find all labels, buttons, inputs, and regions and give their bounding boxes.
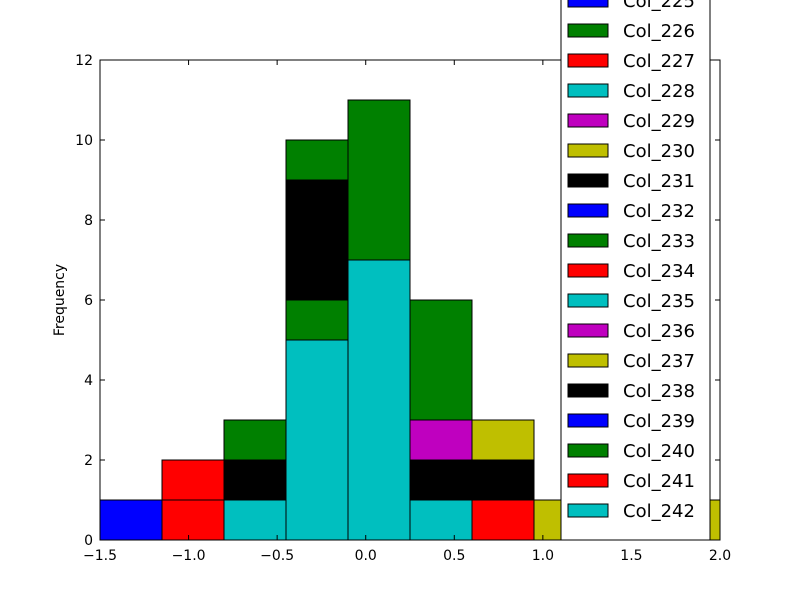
legend-swatch [567,0,609,8]
legend-swatch [567,383,609,398]
legend-swatch [567,173,609,188]
y-tick-label: 4 [84,373,93,389]
bar-bin-2-5 [223,499,287,541]
legend-swatch [567,263,609,278]
legend-label: Col_226 [623,21,695,42]
legend-swatch [567,83,609,98]
legend: Col_225 Col_226 Col_227 Col_228 Col_229 Col_2… [560,0,711,541]
legend-label: Col_240 [623,441,695,462]
bar-bin-0-0 [99,499,163,541]
x-tick-label: 0.5 [443,548,465,564]
y-tick-label: 6 [84,293,93,309]
x-tick-label: 1.0 [532,548,554,564]
legend-label: Col_239 [623,411,695,432]
legend-label: Col_230 [623,141,695,162]
legend-swatch [567,503,609,518]
bar-bin-5-15 [409,499,473,541]
x-tick-label: 0.0 [355,548,377,564]
y-axis: 0 2 4 6 8 10 12 [75,53,720,549]
legend-label: Col_241 [623,471,695,492]
y-tick-label: 2 [84,453,93,469]
legend-label: Col_233 [623,231,695,252]
x-tick-label: −1.0 [172,548,206,564]
legend-label: Col_237 [623,351,695,372]
y-tick-label: 12 [75,53,93,69]
legend-swatch [567,143,609,158]
bar-bin-6-18 [471,499,535,541]
legend-swatch [567,413,609,428]
legend-label: Col_228 [623,81,695,102]
legend-label: Col_235 [623,291,695,312]
legend-swatch [567,233,609,248]
legend-swatch [567,353,609,368]
legend-label: Col_232 [623,201,695,222]
bar-bin-4-11 [347,259,411,541]
legend-swatch [567,53,609,68]
legend-label: Col_231 [623,171,695,192]
legend-swatch [567,203,609,218]
y-tick-label: 0 [84,533,93,549]
legend-swatch [567,323,609,338]
y-tick-label: 8 [84,213,93,229]
y-tick-label: 10 [75,133,93,149]
x-tick-label: −1.5 [83,548,117,564]
legend-swatch [567,443,609,458]
legend-label: Col_229 [623,111,695,132]
legend-swatch [567,23,609,38]
x-tick-label: −0.5 [260,548,294,564]
legend-label: Col_227 [623,51,695,72]
x-tick-label: 1.5 [620,548,642,564]
bar-bin-1-2 [161,499,225,541]
legend-label: Col_238 [623,381,695,402]
legend-swatch [567,473,609,488]
legend-label: Col_236 [623,321,695,342]
legend-label: Col_225 [623,0,695,12]
legend-swatch [567,293,609,308]
legend-label: Col_234 [623,261,695,282]
legend-swatch [567,113,609,128]
y-axis-label: Frequency [52,264,68,336]
bars-layer [99,99,721,541]
x-tick-label: 2.0 [709,548,731,564]
bar-bin-3-9 [285,339,349,541]
legend-label: Col_242 [623,501,695,522]
